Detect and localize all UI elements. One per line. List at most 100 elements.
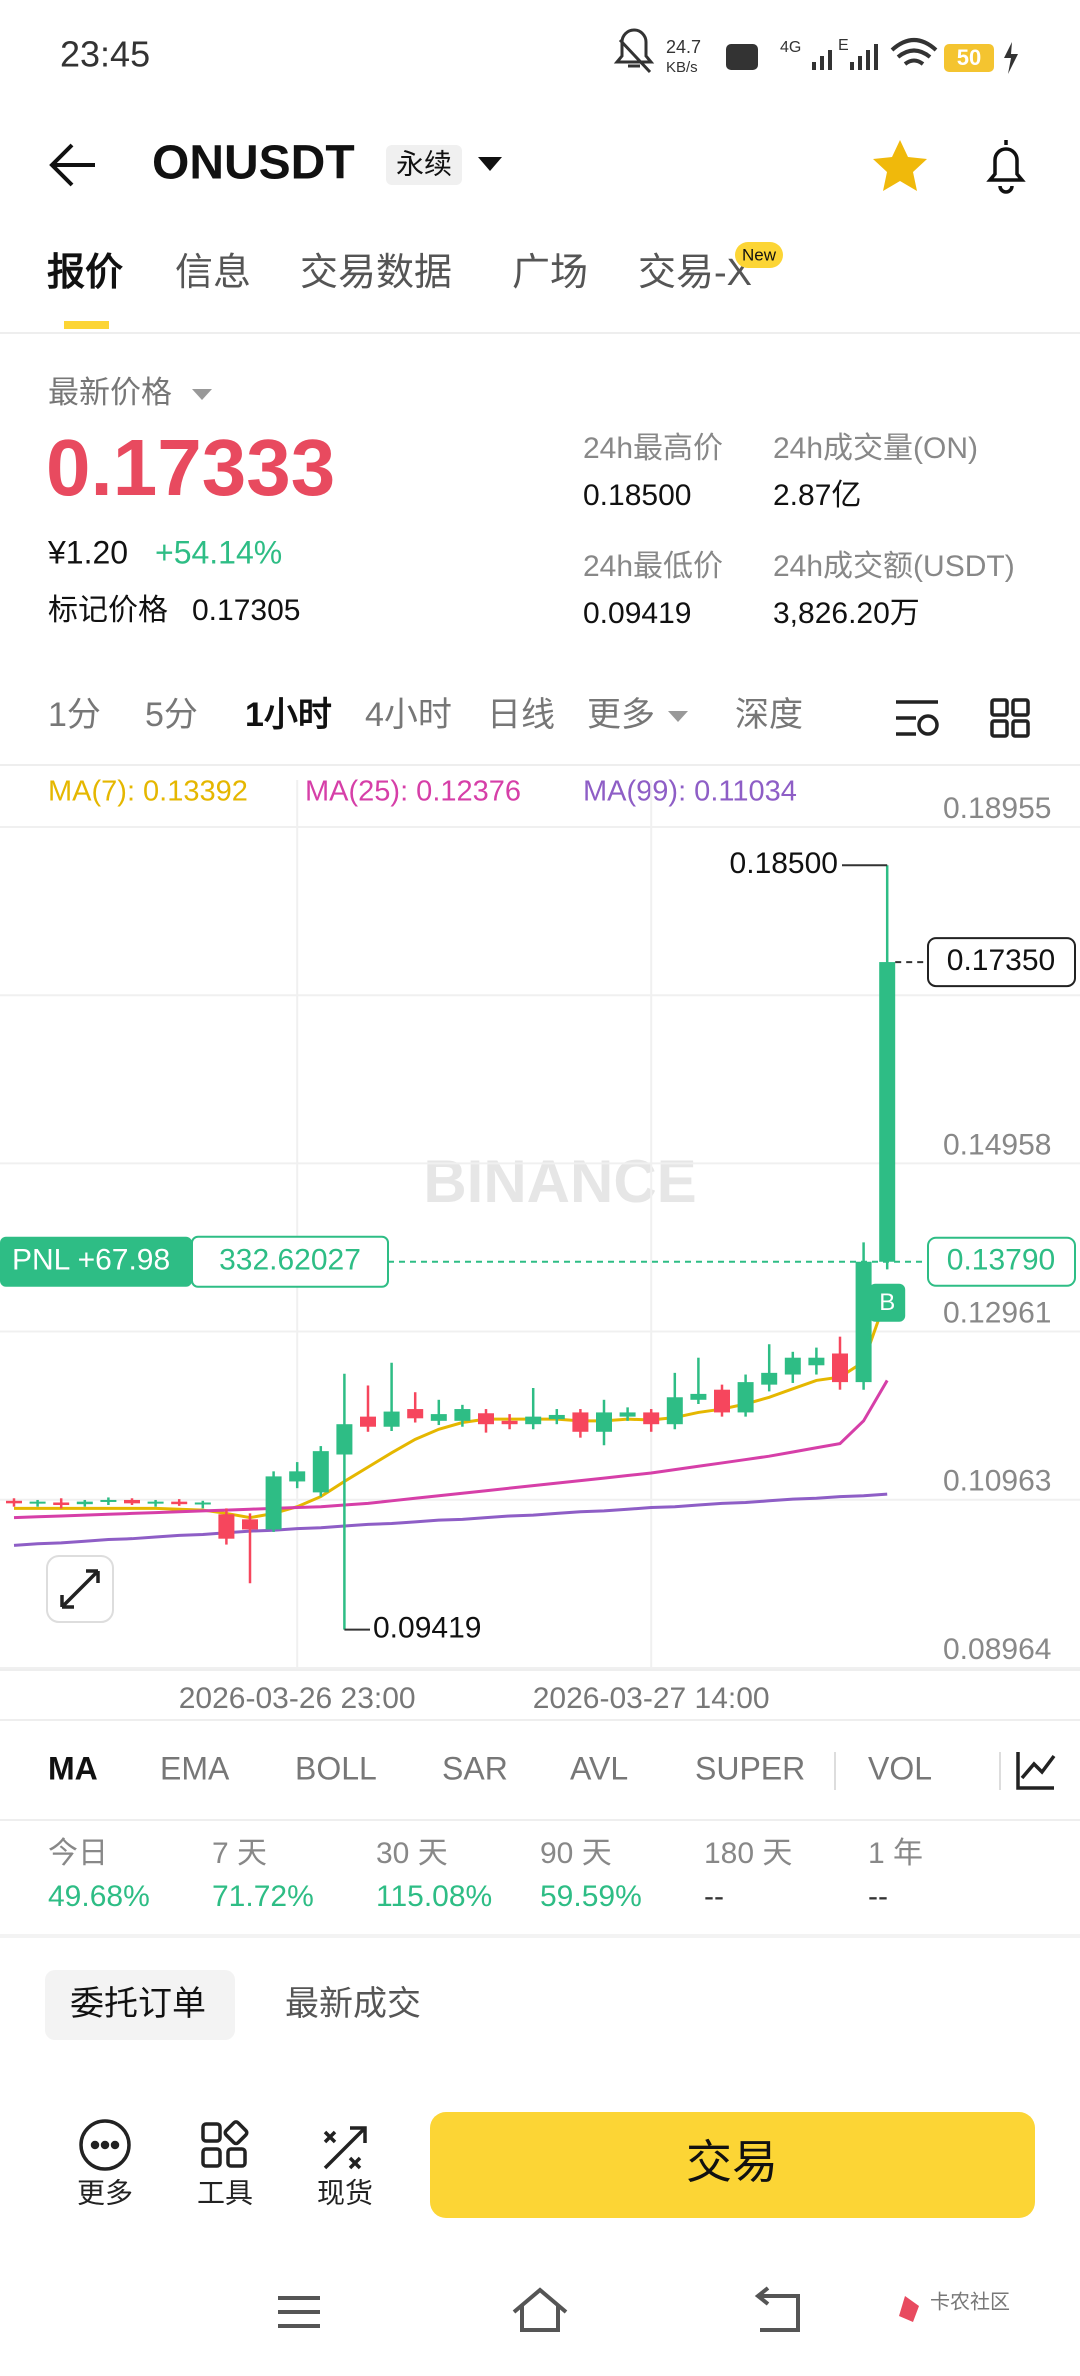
candle-body — [596, 1412, 612, 1432]
back-button[interactable] — [49, 143, 95, 187]
high-label: 0.18500 — [730, 847, 838, 880]
pnl-box[interactable] — [0, 1236, 192, 1287]
tab[interactable]: 交易-X — [638, 252, 752, 294]
tools-icon[interactable] — [201, 2120, 249, 2168]
net-speed: 24.7 — [666, 37, 701, 57]
candle-body — [643, 1412, 660, 1425]
interval[interactable]: 4小时 — [365, 696, 452, 734]
more-icon[interactable] — [110, 2140, 120, 2150]
symbol: ONUSDT — [152, 137, 355, 190]
indicator-tab[interactable]: BOLL — [295, 1750, 377, 1786]
entry-box — [927, 1236, 1076, 1287]
perf-label: 今日 — [48, 1837, 108, 1870]
status-icons — [874, 44, 878, 70]
signal-label: E — [838, 37, 849, 54]
trade-button[interactable] — [430, 2112, 1035, 2218]
more-icon[interactable] — [100, 2140, 110, 2150]
watermark-text: 卡农社区 — [930, 2290, 1010, 2313]
interval[interactable]: 5分 — [145, 696, 198, 734]
x-tick-label: 2026-03-26 23:00 — [179, 1682, 416, 1715]
alert-bell[interactable] — [986, 140, 1026, 194]
mark-price: 0.17305 — [192, 594, 300, 627]
chart-settings-icon[interactable] — [896, 700, 939, 736]
nav-home[interactable] — [512, 2287, 568, 2332]
last-price-box — [927, 937, 1076, 988]
more-dropdown[interactable] — [668, 711, 688, 722]
nav-back[interactable] — [754, 2286, 800, 2332]
new-badge-text: New — [742, 245, 777, 264]
status-icons — [613, 28, 1018, 74]
indicator-tab[interactable]: SUPER — [695, 1750, 805, 1786]
interval[interactable]: 1分 — [48, 696, 101, 734]
layout-icon[interactable] — [990, 698, 1030, 738]
candle-body — [478, 1413, 494, 1425]
candle-body — [737, 1382, 754, 1413]
spot-icon[interactable] — [323, 2126, 367, 2170]
order-tab[interactable]: 委托订单 — [70, 1985, 206, 2023]
indicator-tab[interactable]: MA — [48, 1750, 98, 1786]
order-tab[interactable]: 最新成交 — [285, 1985, 421, 2023]
clock: 23:45 — [60, 34, 150, 75]
layout-icon[interactable] — [1011, 698, 1030, 717]
interval[interactable]: 日线 — [487, 696, 555, 734]
indicator-tab[interactable]: EMA — [160, 1750, 230, 1786]
expand-button[interactable] — [46, 1555, 114, 1623]
more-icon[interactable] — [79, 2119, 131, 2171]
stat-value: 2.87亿 — [773, 479, 861, 512]
indicator-tab[interactable]: AVL — [570, 1750, 628, 1786]
tools-icon[interactable] — [223, 2120, 249, 2146]
candle-body — [383, 1411, 400, 1427]
tab[interactable]: 报价 — [47, 252, 123, 294]
status-icons — [828, 50, 832, 70]
trade-button-label[interactable]: 交易 — [686, 2136, 778, 2188]
layout-icon[interactable] — [1011, 719, 1030, 738]
chart-settings-icon[interactable] — [917, 714, 939, 736]
signal-label: 4G — [780, 39, 801, 56]
candle-body — [194, 1502, 211, 1505]
ma-legend: MA(25): 0.12376 — [305, 776, 521, 808]
tools-icon[interactable] — [201, 2147, 222, 2168]
more-icon[interactable] — [90, 2140, 100, 2150]
tab[interactable]: 信息 — [175, 252, 251, 294]
battery-level: 50 — [957, 45, 981, 70]
perf-label: 7 天 — [212, 1837, 267, 1870]
symbol-dropdown[interactable] — [478, 157, 502, 171]
expand-button[interactable] — [60, 1569, 100, 1609]
interval[interactable]: 深度 — [735, 696, 803, 734]
tab[interactable]: 交易数据 — [300, 252, 452, 294]
nav-menu[interactable] — [278, 2296, 320, 2328]
indicator-tab[interactable]: SAR — [442, 1750, 508, 1786]
pnl-label[interactable]: PNL +67.98 — [12, 1244, 170, 1277]
perf-value: 59.59% — [540, 1880, 642, 1913]
tools-icon[interactable] — [226, 2147, 247, 2168]
layout-icon[interactable] — [990, 719, 1009, 738]
interval[interactable]: 更多 — [587, 696, 655, 734]
candle-body — [6, 1500, 22, 1504]
indicator-tab[interactable]: VOL — [868, 1750, 932, 1786]
entry-price: 0.13790 — [947, 1244, 1055, 1277]
status-icons — [850, 62, 854, 70]
size-box[interactable] — [191, 1235, 389, 1288]
perf-label: 180 天 — [704, 1837, 792, 1870]
bottom-label[interactable]: 更多 — [77, 2177, 133, 2208]
indicator-settings[interactable] — [1016, 1752, 1056, 1790]
interval[interactable]: 1小时 — [245, 696, 332, 734]
layout-icon[interactable] — [990, 698, 1009, 717]
perf-value: -- — [868, 1880, 888, 1913]
chart-settings-icon[interactable] — [896, 700, 938, 736]
price-dropdown[interactable] — [192, 389, 212, 400]
favorite-star[interactable] — [873, 140, 927, 191]
contract-type: 永续 — [396, 148, 452, 179]
candle-body — [714, 1389, 730, 1413]
spot-icon[interactable] — [323, 2126, 367, 2170]
tab[interactable]: 广场 — [512, 252, 588, 294]
more-icon[interactable] — [79, 2119, 131, 2171]
position-size[interactable]: 332.62027 — [219, 1244, 361, 1277]
bottom-label[interactable]: 工具 — [197, 2177, 253, 2208]
ma-line — [14, 1294, 889, 1520]
stat-label: 24h成交额(USDT) — [773, 550, 1015, 583]
candle-body — [312, 1451, 329, 1493]
candle-body — [407, 1409, 424, 1419]
tools-icon[interactable] — [201, 2122, 222, 2143]
bottom-label[interactable]: 现货 — [317, 2177, 373, 2208]
